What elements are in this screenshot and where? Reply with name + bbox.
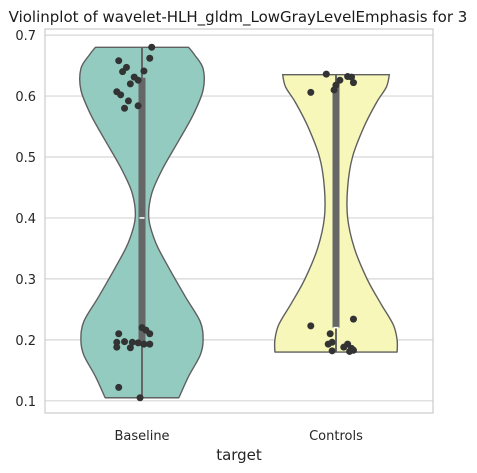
data-point <box>140 67 148 75</box>
data-point <box>349 315 357 323</box>
data-point <box>134 339 142 347</box>
data-point <box>134 102 142 110</box>
data-point <box>307 322 315 330</box>
data-point <box>328 347 336 355</box>
data-point <box>115 383 123 391</box>
data-point <box>124 97 132 105</box>
x-axis-label: target <box>216 446 262 464</box>
data-point <box>336 76 344 84</box>
data-point <box>117 91 125 99</box>
data-point <box>126 344 134 352</box>
y-tick-label: 0.4 <box>15 212 36 227</box>
y-tick-label: 0.6 <box>15 90 36 105</box>
data-point <box>146 54 154 62</box>
data-point <box>113 343 121 351</box>
data-point <box>119 68 127 76</box>
data-point <box>128 338 136 346</box>
iqr-box <box>332 83 340 328</box>
x-tick-label: Baseline <box>114 429 169 444</box>
data-point <box>348 73 356 81</box>
y-tick-label: 0.5 <box>15 151 36 166</box>
data-point <box>349 79 357 87</box>
y-tick-label: 0.1 <box>15 395 36 410</box>
strip-points <box>113 43 357 402</box>
data-point <box>340 343 348 351</box>
data-point <box>136 394 144 402</box>
data-point <box>322 70 330 78</box>
y-tick-label: 0.2 <box>15 334 36 349</box>
plot-frame <box>44 28 434 414</box>
data-point <box>115 330 123 338</box>
data-point <box>142 326 150 334</box>
data-point <box>346 347 354 355</box>
data-point <box>146 340 154 348</box>
data-point <box>324 340 332 348</box>
data-point <box>121 338 129 346</box>
y-tick-label: 0.7 <box>15 29 36 44</box>
inner-boxes <box>138 47 340 398</box>
data-point <box>326 330 334 338</box>
data-point <box>115 57 123 65</box>
data-point <box>121 104 129 112</box>
iqr-box <box>138 77 146 346</box>
data-point <box>140 340 148 348</box>
x-tick-label: Controls <box>309 429 363 444</box>
x-tick-labels: Baseline Controls <box>114 429 363 444</box>
data-point <box>307 88 315 96</box>
data-point <box>148 43 156 51</box>
chart-title: Violinplot of wavelet-HLH_gldm_LowGrayLe… <box>9 8 468 27</box>
y-tick-label: 0.3 <box>15 273 36 288</box>
data-point <box>113 338 121 346</box>
data-point <box>134 76 142 84</box>
data-point <box>330 86 338 94</box>
data-point <box>126 80 134 88</box>
y-tick-labels: 0.1 0.2 0.3 0.4 0.5 0.6 0.7 <box>15 29 36 410</box>
